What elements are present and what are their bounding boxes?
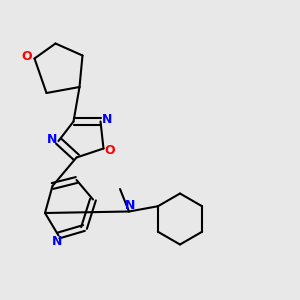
Text: N: N xyxy=(47,133,57,146)
Text: N: N xyxy=(102,112,112,126)
Text: O: O xyxy=(22,50,32,64)
Text: N: N xyxy=(125,199,136,212)
Text: O: O xyxy=(105,143,116,157)
Text: N: N xyxy=(52,235,62,248)
